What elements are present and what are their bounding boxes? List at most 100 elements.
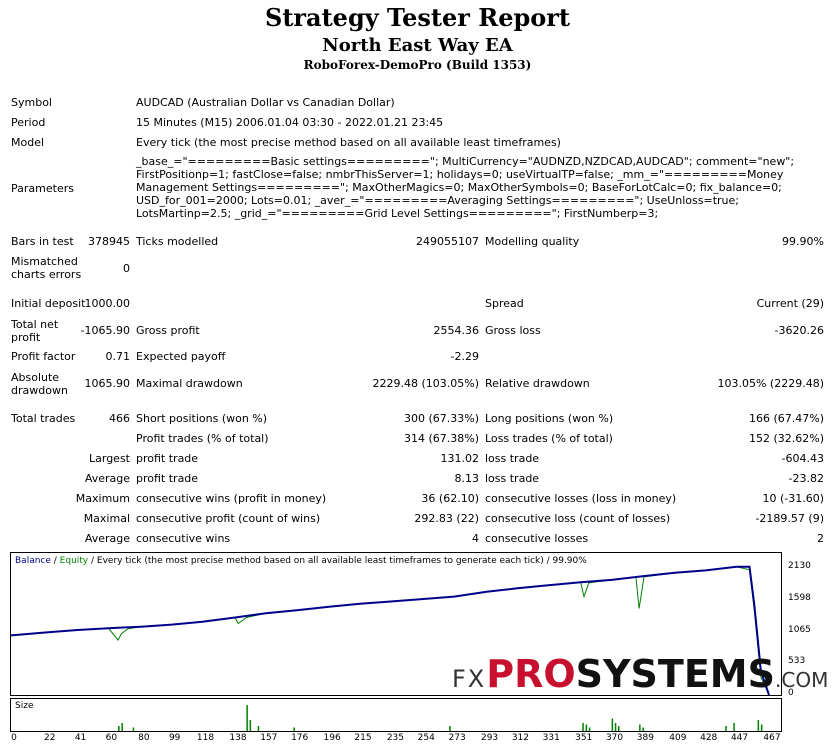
maxlosses-label: consecutive losses (loss in money) [485, 492, 677, 505]
grossprofit-value: 2554.36 [433, 324, 480, 337]
size-label: Size [15, 701, 34, 711]
size-chart: Size [10, 698, 782, 732]
x-tick-label: 331 [542, 733, 560, 743]
mismatch-label-1: Mismatched [11, 255, 78, 268]
netprofit-label-1: Total net [11, 318, 59, 331]
average2-label: Average [84, 532, 130, 545]
ticks-label: Ticks modelled [136, 235, 219, 248]
maxdd-value: 2229.48 (103.05%) [372, 377, 479, 390]
pf-label: Profit factor [11, 350, 76, 363]
absdd-label-2: drawdown [11, 384, 68, 397]
maxprofit-label: consecutive profit (count of wins) [136, 512, 321, 525]
legend-separator: / [50, 556, 60, 566]
symbol-label: Symbol [11, 96, 52, 109]
grossloss-label: Gross loss [485, 324, 541, 337]
watermark-fx: FX [452, 665, 487, 693]
average-loss-value: -23.82 [788, 472, 824, 485]
parameters-value: _base_="=========Basic settings=========… [136, 155, 795, 220]
grossprofit-label: Gross profit [136, 324, 200, 337]
largest-label: Largest [89, 452, 130, 465]
x-tick-label: 254 [417, 733, 435, 743]
y-tick-label: 533 [788, 656, 806, 667]
maxdd-label: Maximal drawdown [136, 377, 243, 390]
size-bar [733, 723, 735, 731]
x-tick-label: 157 [260, 733, 278, 743]
x-tick-label: 293 [480, 733, 499, 743]
ptrades-label: Profit trades (% of total) [136, 432, 269, 445]
average-profit-label: profit trade [136, 472, 199, 485]
avgwins-label: consecutive wins [136, 532, 231, 545]
size-bar [246, 705, 248, 731]
spread-value: Current (29) [756, 297, 824, 310]
size-bar [760, 724, 763, 731]
reldd-value: 103.05% (2229.48) [717, 377, 824, 390]
report-title: Strategy Tester Report [264, 3, 571, 32]
trades-value: 466 [109, 412, 130, 425]
y-tick-label: 1065 [788, 624, 811, 635]
x-tick-label: 215 [354, 733, 372, 743]
maximum-label: Maximum [75, 492, 130, 505]
period-label: Period [11, 116, 46, 129]
symbol-value: AUDCAD (Australian Dollar vs Canadian Do… [136, 96, 395, 109]
quality-label: Modelling quality [485, 235, 580, 248]
average-loss-label: loss trade [485, 472, 540, 485]
ea-name: North East Way EA [322, 35, 513, 56]
mismatch-value: 0 [123, 262, 130, 275]
avgwins-value: 4 [472, 532, 479, 545]
maxprofit-value: 292.83 (22) [414, 512, 479, 525]
x-tick-label: 60 [105, 733, 118, 743]
x-tick-label: 80 [138, 733, 150, 743]
average-profit-value: 8.13 [454, 472, 480, 485]
size-bar [582, 723, 584, 731]
legend-balance: Balance [15, 556, 51, 566]
maxlosses-value: 10 (-31.60) [762, 492, 824, 505]
size-bar [611, 718, 614, 731]
mismatch-label-2: charts errors [11, 268, 82, 281]
size-bar [121, 723, 123, 731]
balance-chart: Balance / Equity / Every tick (the most … [10, 552, 782, 696]
avglosses-value: 2 [817, 532, 824, 545]
x-tick-label: 389 [636, 733, 654, 743]
largest-profit-value: 131.02 [440, 452, 480, 465]
x-tick-label: 41 [74, 733, 87, 743]
bars-value: 378945 [88, 235, 130, 248]
server-build: RoboForex-DemoPro (Build 1353) [303, 58, 532, 72]
size-bar [588, 727, 591, 731]
balance-chart-plot [11, 565, 770, 695]
size-chart-plot [118, 705, 763, 731]
ltrades-value: 152 (32.62%) [748, 432, 824, 445]
deposit-label: Initial deposit [11, 297, 86, 310]
short-label: Short positions (won %) [136, 412, 268, 425]
x-tick-label: 351 [575, 733, 593, 743]
pf-value: 0.71 [105, 350, 131, 363]
y-tick-label: 1598 [788, 592, 811, 603]
x-tick-label: 312 [511, 733, 529, 743]
y-axis: 2130 1598 1065 533 0 [786, 552, 835, 702]
long-value: 166 (67.47%) [748, 412, 824, 425]
size-bar [118, 726, 120, 731]
x-axis: 0 22 41 60 80 99 118 138 157 176 196 215 235 254 273 29… [10, 733, 785, 747]
average-label: Average [84, 472, 130, 485]
x-tick-label: 370 [605, 733, 624, 743]
spread-label: Spread [485, 297, 524, 310]
size-bar [257, 726, 260, 731]
largest-loss-label: loss trade [485, 452, 540, 465]
ptrades-value: 314 (67.38%) [403, 432, 479, 445]
legend-description: / Every tick (the most precise method ba… [88, 556, 587, 566]
period-value: 15 Minutes (M15) 2006.01.04 03:30 - 2022… [136, 116, 444, 129]
short-value: 300 (67.33%) [403, 412, 479, 425]
x-tick-label: 138 [229, 733, 247, 743]
x-tick-label: 409 [669, 733, 687, 743]
size-bar [639, 724, 641, 731]
x-tick-label: 118 [196, 733, 215, 743]
parameters-label: Parameters [11, 182, 74, 195]
bars-label: Bars in test [11, 235, 74, 248]
model-value: Every tick (the most precise method base… [136, 136, 561, 149]
absdd-value: 1065.90 [84, 377, 131, 390]
absdd-label-1: Absolute [11, 371, 60, 384]
x-tick-label: 428 [700, 733, 718, 743]
maxloss-label: consecutive loss (count of losses) [485, 512, 671, 525]
expected-value: -2.29 [450, 350, 479, 363]
x-tick-label: 235 [386, 733, 405, 743]
long-label: Long positions (won %) [485, 412, 614, 425]
